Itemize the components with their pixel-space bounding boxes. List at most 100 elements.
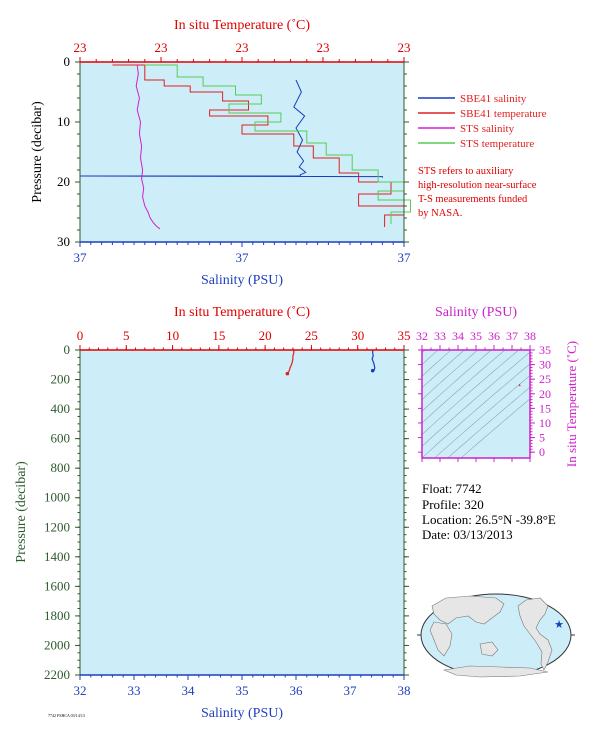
ts-right-tick-label: 20 xyxy=(539,387,551,401)
panel2-y-tick-label: 0 xyxy=(64,342,71,357)
continent-australia xyxy=(479,641,499,657)
panel2-bottom-tick-label: 32 xyxy=(74,683,87,698)
panel2-y-tick-label: 200 xyxy=(51,372,71,387)
panel2-top-tick-label: 0 xyxy=(77,328,84,343)
panel2-y-tick-label: 1200 xyxy=(44,519,70,534)
panel1-y-tick-label: 20 xyxy=(57,174,70,189)
ts-right-tick-label: 25 xyxy=(539,372,551,386)
ts-right-tick-label: 5 xyxy=(539,431,545,445)
panel2-y-tick-label: 2200 xyxy=(44,667,70,682)
panel1-y-tick-label: 10 xyxy=(57,114,70,129)
ts-density-contour xyxy=(422,350,452,377)
world-map-inset: ★ xyxy=(417,593,575,678)
ts-density-contour xyxy=(422,350,465,389)
panel2-top-tick-label: 20 xyxy=(259,328,272,343)
panel2-top-axis-label: In situ Temperature (˚C) xyxy=(174,305,310,320)
ts-right-tick-label: 35 xyxy=(539,343,551,357)
continent-africa xyxy=(429,621,453,657)
ts-density-contour xyxy=(422,350,479,400)
panel1-series-sbe41-salinity xyxy=(79,79,383,178)
panel2-top-tick-label: 25 xyxy=(305,328,318,343)
ts-top-tick-label: 35 xyxy=(470,329,482,343)
legend-label-sts-salinity: STS salinity xyxy=(460,123,515,135)
panel1-y-axis-label: Pressure (decibar) xyxy=(30,101,45,203)
ts-density-contour xyxy=(422,350,492,412)
panel2-y-tick-label: 600 xyxy=(51,431,71,446)
ts-density-contours xyxy=(422,350,530,458)
panel1-series-group xyxy=(79,64,411,230)
legend-note-line-1: STS refers to auxiliary xyxy=(418,166,514,177)
panel2-bottom-tick-label: 37 xyxy=(344,683,358,698)
ts-top-axis-label: Salinity (PSU) xyxy=(435,305,517,320)
panel1-y-tick-label: 0 xyxy=(64,54,71,69)
ts-top-tick-label: 37 xyxy=(506,329,518,343)
info-location: Location: 26.5°N -39.8°E xyxy=(422,512,556,527)
panel2-top-tick-label: 35 xyxy=(398,328,411,343)
panel2-top-tick-label: 15 xyxy=(212,328,225,343)
ts-top-tick-label: 32 xyxy=(416,329,428,343)
legend-label-sbe-salinity: SBE41 salinity xyxy=(460,93,527,105)
panel2-y-tick-label: 2000 xyxy=(44,637,70,652)
panel1-plot-area xyxy=(80,62,404,242)
panel2-plot-area xyxy=(80,350,404,675)
panel2-y-tick-label: 800 xyxy=(51,460,71,475)
ts-top-tick-label: 33 xyxy=(434,329,446,343)
panel1-top-axis-label: In situ Temperature (˚C) xyxy=(174,18,310,33)
ts-density-contour xyxy=(422,350,520,435)
panel1-series-sts-temperature xyxy=(144,64,411,224)
info-float: Float: 7742 xyxy=(422,481,482,496)
panel1-bottom-tick-label: 37 xyxy=(236,250,250,265)
continent-americas xyxy=(517,597,553,671)
legend-note-line-4: by NASA. xyxy=(418,208,462,219)
panel2-bottom-axis-label: Salinity (PSU) xyxy=(201,706,283,721)
panel2-series-end-marker xyxy=(285,371,290,376)
panel1-bottom-tick-label: 37 xyxy=(74,250,88,265)
panel1-top-tick-label: 23 xyxy=(236,40,249,55)
ts-density-contour xyxy=(422,350,439,365)
panel2-y-axis-label: Pressure (decibar) xyxy=(14,461,29,563)
ts-density-contour xyxy=(460,398,530,458)
continent-eurasia xyxy=(431,595,505,625)
ts-right-tick-label: 30 xyxy=(539,358,551,372)
panel1-top-tick-label: 23 xyxy=(317,40,330,55)
panel1-series-sbe41-temperature xyxy=(112,64,405,227)
panel2-y-tick-label: 1000 xyxy=(44,490,70,505)
ts-density-contour xyxy=(422,363,530,458)
ts-density-contour xyxy=(422,350,506,424)
panel1-series-sts-salinity xyxy=(135,64,161,230)
ts-right-axis-label: In situ Temperature (˚C) xyxy=(564,341,579,467)
panel1-bottom-axis-label: Salinity (PSU) xyxy=(201,273,283,288)
panel2-y-tick-label: 1400 xyxy=(44,549,70,564)
panel2-series-sbe41-salinity xyxy=(371,350,376,372)
panel2-bottom-tick-label: 36 xyxy=(290,683,304,698)
ts-plot-area xyxy=(422,350,530,458)
panel2-bottom-tick-label: 38 xyxy=(398,683,411,698)
panel2-ticks: 0 5 10 15 20 25 30 35 32 33 34 35 36 37 38 0 200 400 600 80… xyxy=(44,328,411,698)
ts-top-tick-label: 34 xyxy=(452,329,464,343)
info-profile: Profile: 320 xyxy=(422,497,484,512)
ts-top-tick-label: 38 xyxy=(524,329,536,343)
info-date: Date: 03/13/2013 xyxy=(422,527,513,542)
panel2-y-tick-label: 1600 xyxy=(44,578,70,593)
panel2-bottom-tick-label: 34 xyxy=(182,683,196,698)
legend-label-sbe-temperature: SBE41 temperature xyxy=(460,108,547,120)
ts-series-line xyxy=(518,384,521,387)
legend-label-sts-temperature: STS temperature xyxy=(460,138,534,150)
panel2-bottom-tick-label: 35 xyxy=(236,683,249,698)
ts-density-contour xyxy=(434,375,530,458)
ts-series-group xyxy=(518,384,521,387)
panel1-ticks: 23 23 23 23 23 37 37 37 0 10 20 30 xyxy=(57,40,411,265)
legend: SBE41 salinity SBE41 temperature STS sal… xyxy=(418,93,547,219)
ts-right-tick-label: 15 xyxy=(539,401,551,415)
panel2-bottom-tick-label: 33 xyxy=(128,683,141,698)
panel2-top-tick-label: 5 xyxy=(123,328,130,343)
ts-density-contour xyxy=(447,386,530,458)
panel2-y-tick-label: 1800 xyxy=(44,608,70,623)
panel2-series-end-marker xyxy=(370,368,375,373)
footer-code: 7742 FSHCA 03/14/13 xyxy=(48,713,85,718)
panel1-top-tick-label: 23 xyxy=(74,40,87,55)
legend-note-line-2: high-resolution near-surface xyxy=(418,180,537,191)
